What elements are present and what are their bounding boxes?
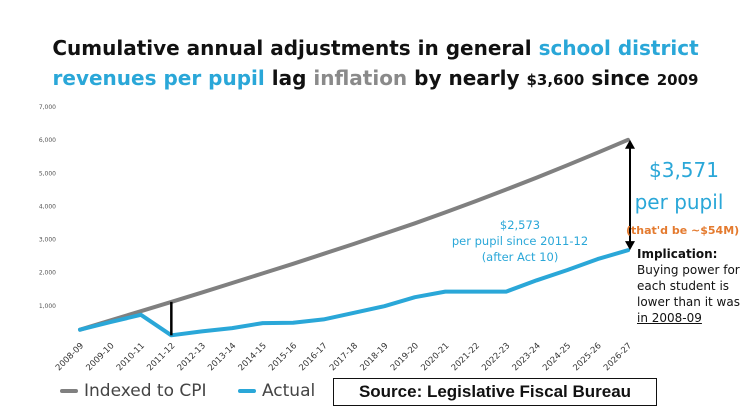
y-tick-label: 6,000 <box>39 137 56 144</box>
x-tick-label: 2010-11 <box>115 341 147 373</box>
annotation-note: (after Act 10) <box>481 250 559 264</box>
title-highlight-gray: inflation <box>313 66 408 90</box>
legend-item-actual: Actual <box>237 381 316 401</box>
x-tick-label: 2026-27 <box>602 341 634 373</box>
x-tick-label: 2017-18 <box>328 341 360 373</box>
legend-item-cpi: Indexed to CPI <box>60 381 207 401</box>
implication-line: in 2008-09 <box>637 311 702 325</box>
y-tick-label: 4,000 <box>39 203 56 210</box>
chart-title-line-1: Cumulative annual adjustments in general… <box>0 36 751 60</box>
gap-label: per pupil <box>634 190 724 214</box>
y-tick-label: 3,000 <box>39 237 56 244</box>
implication-title: Implication: <box>637 247 718 261</box>
implication-line: each student is <box>637 279 730 293</box>
implication-line: lower than it was <box>637 295 740 309</box>
chart-title-line-2: revenues per pupil lag inflation by near… <box>0 66 751 90</box>
x-tick-label: 2014-15 <box>237 341 269 373</box>
gap-arrow-head-up <box>625 139 635 149</box>
gap-value: $3,571 <box>649 158 719 182</box>
x-tick-label: 2023-24 <box>511 341 543 373</box>
title-highlight: school district <box>538 36 699 60</box>
y-tick-label: 7,000 <box>39 104 56 111</box>
gap-arrow-head-down <box>625 241 635 251</box>
y-tick-label: 2,000 <box>39 270 56 277</box>
source-box: Source: Legislative Fiscal Bureau <box>333 378 657 406</box>
legend-label: Indexed to CPI <box>84 381 207 401</box>
x-tick-label: 2024-25 <box>541 341 573 373</box>
x-tick-label: 2018-19 <box>358 341 390 373</box>
title-text: Cumulative annual adjustments in general <box>52 36 539 60</box>
x-tick-label: 2008-09 <box>54 341 86 373</box>
annotation-value: $2,573 <box>499 218 541 232</box>
annotation-text: per pupil since 2011-12 <box>451 234 589 248</box>
implication-box: Implication: Buying power for each stude… <box>637 246 747 326</box>
title-text: lag <box>264 66 314 90</box>
title-year: 2009 <box>656 71 699 89</box>
implication-line: Buying power for <box>637 263 740 277</box>
x-tick-label: 2009-10 <box>84 341 116 373</box>
title-text: since <box>584 66 657 90</box>
x-tick-label: 2021-22 <box>450 341 482 373</box>
x-tick-label: 2012-13 <box>176 341 208 373</box>
gap-note: (that'd be ~$54M) <box>626 224 740 237</box>
x-tick-label: 2016-17 <box>297 341 329 373</box>
title-highlight: revenues per pupil <box>52 66 265 90</box>
chart-legend: Indexed to CPI Actual <box>60 381 341 401</box>
x-tick-label: 2019-20 <box>389 341 421 373</box>
x-tick-label: 2025-26 <box>571 341 603 373</box>
legend-label: Actual <box>261 381 316 401</box>
act10-annotation: $2,573 per pupil since 2011-12 (after Ac… <box>435 217 605 265</box>
x-tick-label: 2011-12 <box>145 341 177 373</box>
title-amount: $3,600 <box>526 71 585 89</box>
legend-swatch <box>237 389 256 393</box>
y-tick-label: 1,000 <box>39 303 56 310</box>
x-tick-label: 2022-23 <box>480 341 512 373</box>
x-tick-label: 2020-21 <box>419 341 451 373</box>
title-text: by nearly <box>407 66 527 90</box>
x-tick-label: 2013-14 <box>206 341 238 373</box>
y-tick-label: 5,000 <box>39 170 56 177</box>
x-tick-label: 2015-16 <box>267 341 299 373</box>
legend-swatch <box>60 389 78 393</box>
